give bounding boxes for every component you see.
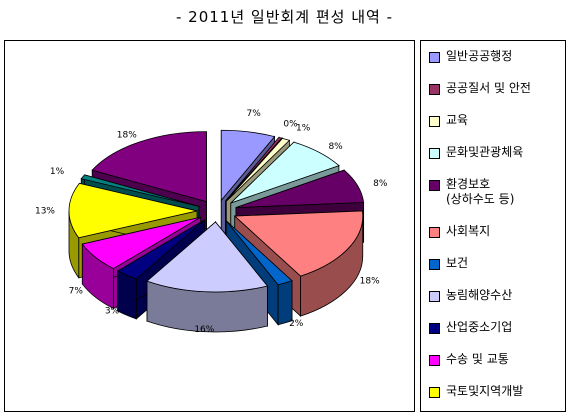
legend-swatch [429,387,440,398]
chart-title: - 2011년 일반회계 편성 내역 - [175,8,394,26]
legend-item-8: 농림해양수산 [429,288,512,303]
legend-item-1: 일반공공행정 [429,49,512,64]
legend-label: 보건 [446,256,469,270]
legend-swatch [429,291,440,302]
pie-slice-2 [225,136,283,202]
data-label-6: 18% [360,276,380,286]
data-label-11: 13% [35,206,55,216]
data-label-9: 3% [105,306,120,316]
data-label-4: 8% [328,142,343,152]
legend-item-3: 교육 [429,113,468,128]
legend-label: 수송 및 교통 [446,352,509,366]
legend-swatch [429,116,440,127]
legend-swatch [429,227,440,238]
legend-item-11: 국토및지역개발 [429,384,523,399]
data-label-10: 7% [69,286,84,296]
legend-item-6: 사회복지 [429,224,490,239]
data-label-13: 18% [117,130,137,140]
legend-swatch [429,259,440,270]
legend-label: 교육 [446,113,469,127]
legend-item-2: 공공질서 및 안전 [429,81,531,96]
data-label-7: 2% [289,319,304,329]
pie-chart: 7%0%1%8%8%18%2%16%3%7%13%1%18% [35,109,388,335]
pie-slice-9 [116,219,206,280]
legend-swatch [429,180,440,191]
legend-swatch [429,148,440,159]
legend-swatch [429,84,440,95]
pie-slice-4 [230,141,340,204]
pie-slice-3 [226,137,291,202]
pie-slice-5 [235,169,365,208]
data-label-12: 1% [50,167,65,177]
pie-slice-6 [233,210,364,277]
legend-item-5: 환경보호 (상하수도 등) [429,177,514,207]
legend-item-10: 수송 및 교통 [429,352,509,367]
pie-slice-1 [220,129,276,202]
legend-item-7: 보건 [429,256,468,271]
legend-label: 환경보호 (상하수도 등) [446,177,515,206]
legend-label: 문화및관광체육 [446,145,524,159]
legend-item-4: 문화및관광체육 [429,145,523,160]
legend-label: 농림해양수산 [446,288,513,302]
legend-swatch [429,355,440,366]
data-label-2: 0% [283,120,298,130]
legend-label: 사회복지 [446,224,491,238]
pie-slice-11 [68,182,198,239]
pie-slice-8 [146,221,269,293]
pie-slice-13 [91,131,207,203]
legend-label: 국토및지역개발 [446,384,524,398]
pie-slice-7 [225,220,293,286]
legend-label: 일반공공행정 [446,49,513,63]
legend-label: 공공질서 및 안전 [446,81,531,95]
legend-swatch [429,52,440,63]
data-label-3: 1% [296,123,311,133]
data-label-8: 16% [194,325,214,335]
pie-slice-12 [80,174,199,207]
legend-swatch [429,323,440,334]
data-label-5: 8% [373,179,388,189]
pie-slice-10 [81,216,201,270]
legend-label: 산업중소기업 [446,320,513,334]
data-label-1: 7% [247,109,262,119]
plot-area: 7% 0% 1% 8% 8% 18% 2% 16% 3% 7% 13% 1% 18% [4,40,415,412]
legend-item-9: 산업중소기업 [429,320,512,335]
